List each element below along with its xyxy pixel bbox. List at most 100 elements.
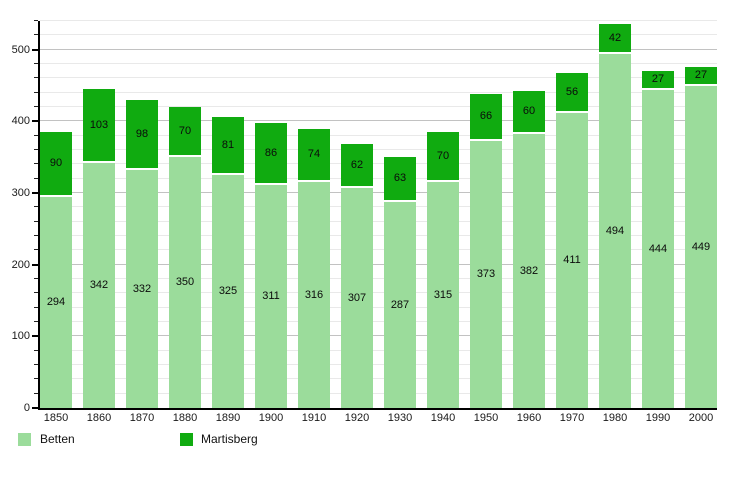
value-label-martisberg-1860: 103 — [89, 118, 109, 131]
y-axis-tick-500 — [32, 48, 38, 51]
x-axis-label-1970: 1970 — [559, 412, 585, 424]
value-label-martisberg-1940: 70 — [436, 149, 450, 162]
value-label-betten-1910: 316 — [304, 288, 324, 301]
value-label-betten-1990: 444 — [648, 242, 668, 255]
gridline-major-200 — [40, 263, 717, 265]
value-label-betten-1940: 315 — [433, 288, 453, 301]
y-axis-minor-tick-460 — [34, 77, 38, 79]
y-axis-minor-tick-180 — [34, 278, 38, 279]
x-axis-label-1950: 1950 — [473, 412, 499, 424]
x-axis-label-1850: 1850 — [43, 412, 69, 424]
value-label-martisberg-1980: 42 — [608, 31, 622, 44]
value-label-martisberg-2000: 27 — [694, 69, 708, 81]
y-axis-minor-tick-140 — [34, 306, 38, 308]
bar-segment-martisberg-1930: 63 — [384, 157, 416, 202]
bar-1880: 350 70 — [169, 107, 201, 408]
bar-1950: 373 66 — [470, 94, 502, 408]
bar-segment-betten-1900: 311 — [255, 185, 287, 408]
bar-1890: 325 81 — [212, 117, 244, 408]
x-axis-label-2000: 2000 — [688, 412, 714, 424]
value-label-martisberg-1870: 98 — [135, 127, 149, 140]
y-axis-label-500: 500 — [11, 43, 30, 56]
x-axis-label-1890: 1890 — [215, 412, 241, 424]
y-axis-tick-100 — [32, 335, 38, 338]
value-label-martisberg-1930: 63 — [393, 172, 407, 184]
value-label-betten-1860: 342 — [89, 279, 109, 291]
y-axis-minor-tick-260 — [34, 220, 38, 222]
value-label-martisberg-1950: 66 — [479, 110, 493, 122]
x-axis-line — [38, 408, 717, 410]
value-label-betten-1880: 350 — [175, 276, 195, 288]
y-axis-minor-tick-340 — [34, 163, 38, 165]
gridline-minor-440 — [40, 91, 717, 93]
bar-segment-martisberg-1910: 74 — [298, 129, 330, 182]
value-label-betten-1920: 307 — [347, 291, 367, 304]
gridline-minor-80 — [40, 349, 717, 351]
y-axis-minor-tick-380 — [34, 134, 38, 136]
y-axis-tick-200 — [32, 263, 38, 266]
gridline-minor-480 — [40, 63, 717, 64]
value-label-betten-1930: 287 — [390, 298, 410, 311]
gridline-minor-160 — [40, 292, 717, 294]
bar-1900: 311 86 — [255, 123, 287, 408]
y-axis-minor-tick-480 — [34, 63, 38, 64]
gridline-minor-240 — [40, 235, 717, 236]
y-axis-label-0: 0 — [23, 402, 30, 414]
bar-segment-betten-1890: 325 — [212, 175, 244, 408]
bar-segment-betten-1850: 294 — [40, 197, 72, 408]
gridline-minor-320 — [40, 177, 717, 179]
x-axis-label-1960: 1960 — [516, 412, 542, 424]
y-axis-minor-tick-120 — [34, 321, 38, 322]
gridline-minor-60 — [40, 364, 717, 365]
value-label-martisberg-1990: 27 — [651, 73, 665, 85]
y-axis-label-200: 200 — [11, 258, 30, 271]
bar-segment-betten-1970: 411 — [556, 113, 588, 408]
bar-segment-martisberg-1880: 70 — [169, 107, 201, 157]
value-label-martisberg-1850: 90 — [49, 157, 63, 169]
bar-segment-betten-1880: 350 — [169, 157, 201, 408]
legend-label-martisberg: Martisberg — [201, 432, 258, 446]
value-label-martisberg-1900: 86 — [264, 146, 278, 159]
y-axis-minor-tick-280 — [34, 206, 38, 208]
y-axis-tick-400 — [32, 120, 38, 123]
bar-segment-martisberg-1890: 81 — [212, 117, 244, 175]
plot-area: 0 100 200 300 400 500 294 90 342 103 332 98 350 70 325… — [12, 20, 717, 414]
legend-swatch-betten — [18, 433, 31, 446]
value-label-betten-1980: 494 — [605, 224, 625, 237]
value-label-betten-1900: 311 — [262, 290, 280, 302]
bar-2000: 449 27 — [685, 67, 717, 408]
bar-1910: 316 74 — [298, 129, 330, 408]
bar-segment-betten-1980: 494 — [599, 54, 631, 408]
bar-segment-martisberg-1920: 62 — [341, 144, 373, 188]
x-axis-label-1920: 1920 — [344, 412, 370, 424]
bar-segment-martisberg-1960: 60 — [513, 91, 545, 134]
y-axis-minor-tick-20 — [34, 392, 38, 394]
value-label-betten-1870: 332 — [132, 282, 152, 295]
value-label-martisberg-1960: 60 — [522, 105, 536, 117]
bar-segment-betten-1870: 332 — [126, 170, 158, 408]
bar-segment-martisberg-2000: 27 — [685, 67, 717, 86]
bar-segment-martisberg-1980: 42 — [599, 24, 631, 54]
x-axis-label-1930: 1930 — [387, 412, 413, 424]
bar-segment-betten-1940: 315 — [427, 182, 459, 408]
bar-segment-betten-1910: 316 — [298, 182, 330, 408]
y-axis-minor-tick-240 — [34, 235, 38, 236]
gridline-minor-220 — [40, 249, 717, 251]
gridline-minor-540 — [40, 20, 717, 21]
y-axis-label-100: 100 — [11, 330, 30, 343]
bar-1990: 444 27 — [642, 71, 674, 408]
gridline-minor-140 — [40, 306, 717, 308]
value-label-betten-1950: 373 — [476, 268, 496, 280]
value-label-martisberg-1910: 74 — [307, 148, 321, 160]
bar-segment-betten-1950: 373 — [470, 141, 502, 408]
value-label-betten-1960: 382 — [519, 264, 539, 277]
gridline-minor-120 — [40, 321, 717, 322]
x-axis-label-1880: 1880 — [172, 412, 198, 424]
legend-swatch-martisberg — [180, 433, 193, 446]
value-label-betten-1890: 325 — [218, 285, 238, 297]
gridline-major-500 — [40, 48, 717, 50]
gridline-minor-260 — [40, 220, 717, 222]
bar-segment-martisberg-1850: 90 — [40, 132, 72, 197]
value-label-martisberg-1920: 62 — [350, 158, 364, 171]
bar-1960: 382 60 — [513, 91, 545, 408]
